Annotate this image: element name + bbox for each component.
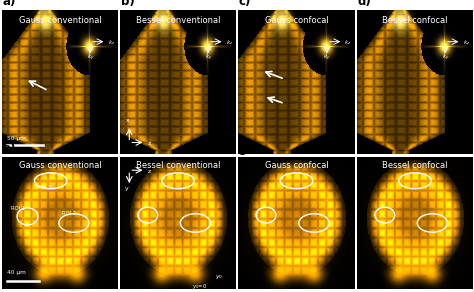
Text: Bessel confocal: Bessel confocal: [382, 16, 448, 25]
Text: e): e): [3, 142, 16, 155]
Text: c): c): [239, 0, 251, 8]
Text: $k_y$: $k_y$: [205, 53, 212, 63]
Text: $k_z$: $k_z$: [345, 39, 352, 48]
Text: h): h): [358, 142, 372, 155]
Text: a): a): [3, 0, 16, 8]
Text: $k_y$: $k_y$: [442, 53, 449, 63]
Text: 50 µm: 50 µm: [7, 135, 26, 141]
Text: 40 µm: 40 µm: [7, 270, 26, 275]
Text: Gauss conventional: Gauss conventional: [18, 161, 101, 170]
Text: $k_z$: $k_z$: [226, 39, 233, 48]
Text: Gauss confocal: Gauss confocal: [264, 161, 328, 170]
Text: z: z: [148, 141, 151, 146]
Text: $k_z$: $k_z$: [463, 39, 470, 48]
Text: x: x: [126, 118, 129, 123]
Text: f): f): [121, 142, 132, 155]
Text: $y_0$: $y_0$: [215, 273, 223, 281]
Text: Bessel confocal: Bessel confocal: [382, 161, 448, 170]
Text: y: y: [125, 186, 128, 191]
Text: z: z: [148, 169, 151, 174]
Text: Bessel conventional: Bessel conventional: [136, 161, 220, 170]
Text: g): g): [239, 142, 253, 155]
Text: d): d): [358, 0, 372, 8]
Text: $k_z$: $k_z$: [108, 39, 115, 48]
Text: $k_y$: $k_y$: [87, 53, 94, 63]
Text: $y_0\!=\!0$: $y_0\!=\!0$: [192, 282, 208, 291]
Text: b): b): [121, 0, 135, 8]
Text: Bessel conventional: Bessel conventional: [136, 16, 220, 25]
Text: $k_y$: $k_y$: [323, 53, 331, 63]
Text: Gauss confocal: Gauss confocal: [264, 16, 328, 25]
Text: ROI 1: ROI 1: [11, 206, 26, 211]
Text: Gauss conventional: Gauss conventional: [18, 16, 101, 25]
Text: ROI 3: ROI 3: [37, 185, 51, 190]
Text: ROI 2: ROI 2: [62, 211, 76, 216]
